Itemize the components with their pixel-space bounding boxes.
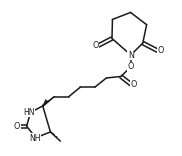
Polygon shape — [43, 100, 48, 106]
Text: HN: HN — [23, 108, 35, 117]
Text: O: O — [14, 122, 20, 131]
Text: O: O — [131, 80, 137, 89]
Text: O: O — [92, 41, 99, 50]
Text: O: O — [157, 46, 164, 55]
Text: N: N — [128, 51, 134, 60]
Text: NH: NH — [29, 134, 41, 143]
Text: O: O — [128, 62, 134, 71]
Polygon shape — [42, 97, 54, 107]
